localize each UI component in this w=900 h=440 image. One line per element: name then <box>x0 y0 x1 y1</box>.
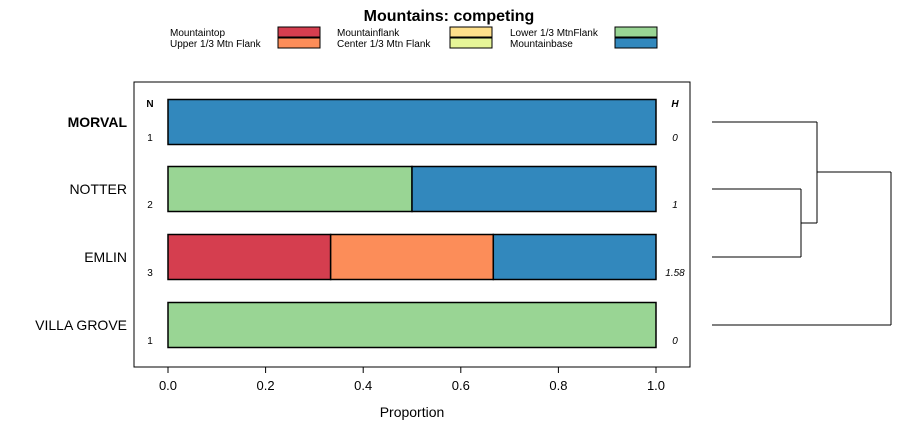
bar-segment <box>167 165 413 213</box>
x-tick-label: 0.6 <box>452 378 470 393</box>
x-axis-title: Proportion <box>380 404 445 420</box>
h-column-header: H <box>671 99 679 110</box>
x-tick-label: 1.0 <box>647 378 665 393</box>
plot-frame <box>133 81 691 368</box>
x-axis: 0.0 0.2 0.4 0.6 0.8 1.0 <box>159 367 665 393</box>
bar-row: EMLIN 3 1.58 <box>84 233 685 281</box>
legend-label: Mountainbase <box>510 39 573 50</box>
bar-row: VILLA GROVE 1 0 <box>35 301 678 349</box>
n-column-header: N <box>146 99 153 110</box>
row-label: MORVAL <box>68 114 128 130</box>
row-n-value: 1 <box>147 133 153 144</box>
bar-segment <box>167 98 657 146</box>
bar-segment <box>492 233 657 281</box>
row-label: EMLIN <box>84 249 127 265</box>
x-tick-label: 0.4 <box>354 378 372 393</box>
row-label: NOTTER <box>69 181 127 197</box>
row-h-value: 0 <box>672 336 678 347</box>
bar-segment <box>167 301 657 349</box>
legend-swatch <box>614 37 658 49</box>
legend-swatch <box>614 26 658 38</box>
legend-label: Mountaintop <box>170 28 225 39</box>
bar-row: NOTTER 2 1 <box>69 165 678 213</box>
legend-label: Lower 1/3 MtnFlank <box>510 28 599 39</box>
legend-swatch <box>277 26 321 38</box>
row-n-value: 1 <box>147 336 153 347</box>
row-h-value: 1.58 <box>665 268 685 279</box>
bar-segment <box>329 233 495 281</box>
bar-row: MORVAL 1 0 <box>68 98 678 146</box>
row-n-value: 2 <box>147 200 153 211</box>
row-h-value: 1 <box>672 200 678 211</box>
legend-label: Mountainflank <box>337 28 400 39</box>
legend-label: Upper 1/3 Mtn Flank <box>170 39 262 50</box>
row-n-value: 3 <box>147 268 153 279</box>
x-tick-label: 0.0 <box>159 378 177 393</box>
row-label: VILLA GROVE <box>35 317 127 333</box>
bar-segment <box>411 165 657 213</box>
bar-rows: MORVAL 1 0 NOTTER 2 1 EMLIN 3 1.58 VILLA GROVE 1 0 <box>35 98 685 349</box>
legend-swatch <box>277 37 321 49</box>
row-h-value: 0 <box>672 133 678 144</box>
legend-label: Center 1/3 Mtn Flank <box>337 39 431 50</box>
legend-swatch <box>449 26 493 38</box>
dendrogram <box>712 121 892 326</box>
chart-title: Mountains: competing <box>364 8 535 25</box>
bar-segment <box>167 233 332 281</box>
legend-swatch <box>449 37 493 49</box>
x-tick-label: 0.2 <box>257 378 275 393</box>
x-tick-label: 0.8 <box>549 378 567 393</box>
